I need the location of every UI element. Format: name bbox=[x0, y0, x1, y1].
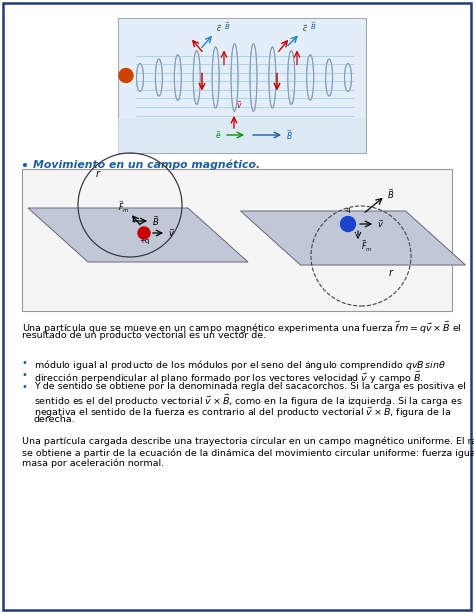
Circle shape bbox=[119, 69, 133, 83]
Text: $\vec{B}$: $\vec{B}$ bbox=[387, 187, 394, 201]
Text: $\vec{v}$: $\vec{v}$ bbox=[236, 99, 243, 111]
Text: masa por aceleración normal.: masa por aceleración normal. bbox=[22, 459, 164, 468]
Text: derecha.: derecha. bbox=[34, 415, 76, 424]
Ellipse shape bbox=[193, 51, 200, 104]
Ellipse shape bbox=[250, 44, 257, 112]
Text: Una partícula cargada describe una trayectoria circular en un campo magnético un: Una partícula cargada describe una traye… bbox=[22, 437, 474, 446]
Text: •: • bbox=[22, 358, 28, 368]
Ellipse shape bbox=[155, 59, 163, 96]
Text: $\vec{c}$: $\vec{c}$ bbox=[216, 23, 222, 34]
Text: $\vec{v}$: $\vec{v}$ bbox=[377, 218, 384, 230]
Ellipse shape bbox=[212, 47, 219, 108]
Ellipse shape bbox=[326, 59, 333, 96]
Ellipse shape bbox=[269, 47, 276, 108]
Text: $\vec{F}_m$: $\vec{F}_m$ bbox=[118, 199, 129, 215]
Ellipse shape bbox=[231, 44, 238, 112]
Text: •: • bbox=[20, 160, 28, 173]
Text: Y de sentido se obtiene por la denominada regla del sacacorchos. Si la carga es : Y de sentido se obtiene por la denominad… bbox=[34, 382, 466, 391]
Text: dirección perpendicular al plano formado por los vectores velocidad $\vec{v}$ y : dirección perpendicular al plano formado… bbox=[34, 370, 424, 386]
Text: negativa el sentido de la fuerza es contrario al del producto vectorial $\vec{v}: negativa el sentido de la fuerza es cont… bbox=[34, 404, 451, 420]
Circle shape bbox=[138, 227, 150, 239]
Text: Movimiento en un campo magnético.: Movimiento en un campo magnético. bbox=[33, 160, 260, 170]
Ellipse shape bbox=[307, 55, 314, 101]
Text: $\vec{F}_m$: $\vec{F}_m$ bbox=[361, 238, 373, 254]
Text: •: • bbox=[22, 370, 28, 380]
Ellipse shape bbox=[345, 64, 352, 91]
Ellipse shape bbox=[174, 55, 182, 101]
Ellipse shape bbox=[288, 51, 295, 104]
Text: $\vec{B}$: $\vec{B}$ bbox=[224, 20, 230, 31]
Text: resultado de un producto vectorial es un vector de.: resultado de un producto vectorial es un… bbox=[22, 331, 266, 340]
Ellipse shape bbox=[137, 64, 144, 91]
Text: $\vec{B}$: $\vec{B}$ bbox=[152, 214, 159, 228]
Text: $\vec{B}$: $\vec{B}$ bbox=[286, 128, 293, 142]
Circle shape bbox=[340, 216, 356, 232]
Text: $\vec{e}$: $\vec{e}$ bbox=[216, 129, 222, 141]
Bar bbox=[22, 169, 452, 311]
Polygon shape bbox=[28, 208, 248, 262]
Bar bbox=[118, 18, 366, 153]
Text: r: r bbox=[389, 268, 393, 278]
Text: $\vec{B}$: $\vec{B}$ bbox=[310, 20, 316, 31]
Text: $\vec{v}$: $\vec{v}$ bbox=[168, 227, 175, 239]
Text: sentido es el del producto vectorial $\vec{v} \times \vec{B}$, como en la figura: sentido es el del producto vectorial $\v… bbox=[34, 393, 463, 409]
Text: módulo igual al producto de los módulos por el seno del ángulo comprendido $qvB\: módulo igual al producto de los módulos … bbox=[34, 358, 446, 372]
Text: +q: +q bbox=[139, 238, 149, 244]
Polygon shape bbox=[240, 211, 465, 265]
Text: r: r bbox=[96, 169, 100, 179]
Text: •: • bbox=[22, 382, 28, 392]
Text: -q: -q bbox=[345, 207, 351, 213]
Text: $\vec{c}$: $\vec{c}$ bbox=[302, 23, 308, 34]
Text: Una partícula que se mueve en un campo magnético experimenta una fuerza $\vec{f}: Una partícula que se mueve en un campo m… bbox=[22, 320, 462, 336]
Text: se obtiene a partir de la ecuación de la dinámica del movimiento circular unifor: se obtiene a partir de la ecuación de la… bbox=[22, 448, 474, 457]
Bar bbox=[118, 118, 366, 153]
